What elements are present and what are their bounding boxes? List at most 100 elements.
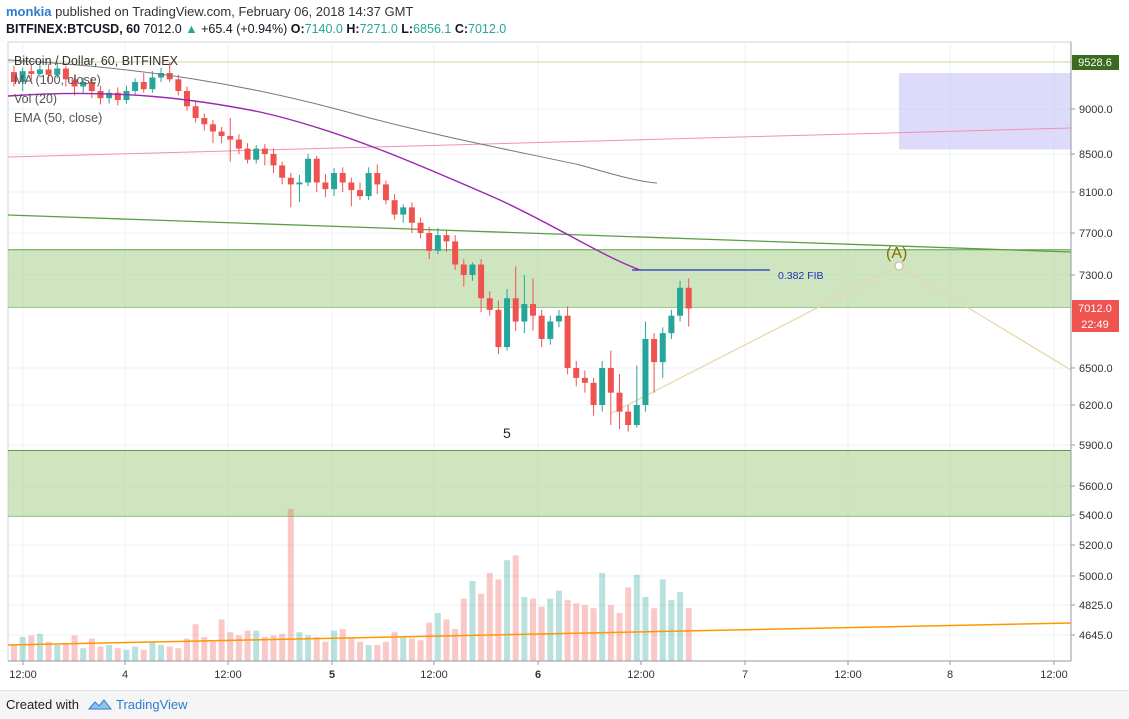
price-tick-label: 5400.0 (1079, 510, 1113, 522)
candle-body (400, 207, 407, 215)
volume-bar (287, 509, 294, 661)
volume-bar (426, 622, 433, 661)
countdown-text: 22:49 (1081, 319, 1109, 331)
upper-resistance-zone (8, 249, 1071, 308)
open-label: O: (290, 22, 305, 36)
candle-body (184, 91, 190, 107)
candle-body (201, 118, 208, 125)
volume-bar (201, 637, 208, 661)
candle-body (504, 298, 511, 348)
target-box (899, 73, 1071, 150)
volume-bar (322, 641, 329, 661)
author-name[interactable]: monkia (6, 4, 52, 19)
volume-bar (80, 648, 87, 661)
publish-line: monkia published on TradingView.com, Feb… (6, 4, 413, 19)
volume-bar (270, 635, 277, 661)
candle-body (322, 182, 329, 190)
time-tick-label: 8 (947, 669, 953, 681)
candle-body (599, 368, 606, 405)
close-value: 7012.0 (468, 22, 507, 36)
volume-bar (305, 635, 312, 661)
last-price: 7012.0 (143, 22, 182, 36)
candle-body (19, 71, 26, 82)
candle-body (616, 392, 623, 412)
volume-bar (235, 635, 242, 661)
candle-body (270, 154, 277, 166)
candle-body (244, 148, 251, 160)
wave-5-label: 5 (503, 425, 511, 441)
candle-body (261, 148, 268, 154)
last-price-text: 7012.0 (1078, 303, 1112, 315)
candle-body (417, 222, 424, 233)
candle-body (235, 139, 242, 149)
volume-bar (261, 637, 268, 661)
volume-bar (45, 641, 52, 661)
candle-body (313, 158, 320, 183)
candle-body (521, 304, 528, 322)
price-tick-label: 5900.0 (1079, 440, 1113, 452)
candle-body (71, 79, 78, 87)
volume-bar (391, 632, 398, 661)
volume-bar (512, 555, 519, 661)
volume-bar (11, 645, 17, 661)
fib-label: 0.382 FIB (778, 270, 824, 282)
candle-body (365, 173, 372, 197)
volume-bar (348, 638, 355, 661)
legend-ma[interactable]: MA (100, close) (14, 73, 101, 87)
candle-body (140, 82, 147, 90)
volume-bar (400, 637, 407, 661)
volume-bar (36, 633, 43, 661)
volume-bar (54, 645, 61, 661)
candle-body (80, 82, 87, 87)
candle-body (218, 131, 225, 136)
candle-body (331, 173, 338, 190)
candle-body (166, 73, 173, 80)
time-tick-label: 12:00 (9, 669, 37, 681)
tradingview-link[interactable]: TradingView (87, 697, 188, 712)
candle-body (391, 200, 398, 215)
volume-bar (452, 629, 459, 661)
footer-bar: Created with TradingView (0, 690, 1129, 719)
candle-body (659, 333, 666, 363)
candle-body (348, 182, 355, 191)
candle-body (114, 92, 121, 100)
volume-bar (339, 629, 346, 661)
candle-body (460, 264, 467, 275)
volume-bar (140, 649, 147, 661)
candle-body (668, 315, 675, 334)
candle-body (443, 235, 450, 242)
legend-vol[interactable]: Vol (20) (14, 92, 58, 106)
time-tick-label: 12:00 (1040, 669, 1068, 681)
time-tick-label: 12:00 (420, 669, 448, 681)
candle-body (486, 298, 493, 310)
candle-body (28, 71, 35, 74)
brand-name: TradingView (116, 697, 188, 712)
publish-info: published on TradingView.com, February 0… (55, 4, 414, 19)
candle-body (642, 338, 649, 405)
price-tick-label: 5200.0 (1079, 540, 1113, 552)
volume-bar (374, 645, 381, 661)
volume-bar (573, 603, 580, 661)
lower-support-zone (8, 450, 1071, 517)
candle-body (296, 182, 303, 185)
volume-bar (296, 632, 303, 661)
candle-body (495, 309, 502, 348)
price-tick-label: 6500.0 (1079, 363, 1113, 375)
volume-bar (365, 645, 372, 661)
candle-body (45, 69, 52, 75)
volume-bar (62, 643, 69, 661)
price-tick-label: 8100.0 (1079, 187, 1113, 199)
volume-bar (331, 630, 338, 661)
top-price-badge-text: 9528.6 (1078, 57, 1112, 69)
candle-body (192, 106, 199, 118)
green-trend-line (7, 214, 1072, 253)
volume-bar (547, 598, 554, 661)
legend-ema[interactable]: EMA (50, close) (14, 111, 103, 125)
volume-bar (106, 645, 113, 661)
close-label: C: (454, 22, 469, 36)
volume-bar (633, 574, 640, 661)
high-value: 7271.0 (359, 22, 398, 36)
volume-bar (659, 579, 666, 661)
volume-bar (97, 646, 104, 661)
